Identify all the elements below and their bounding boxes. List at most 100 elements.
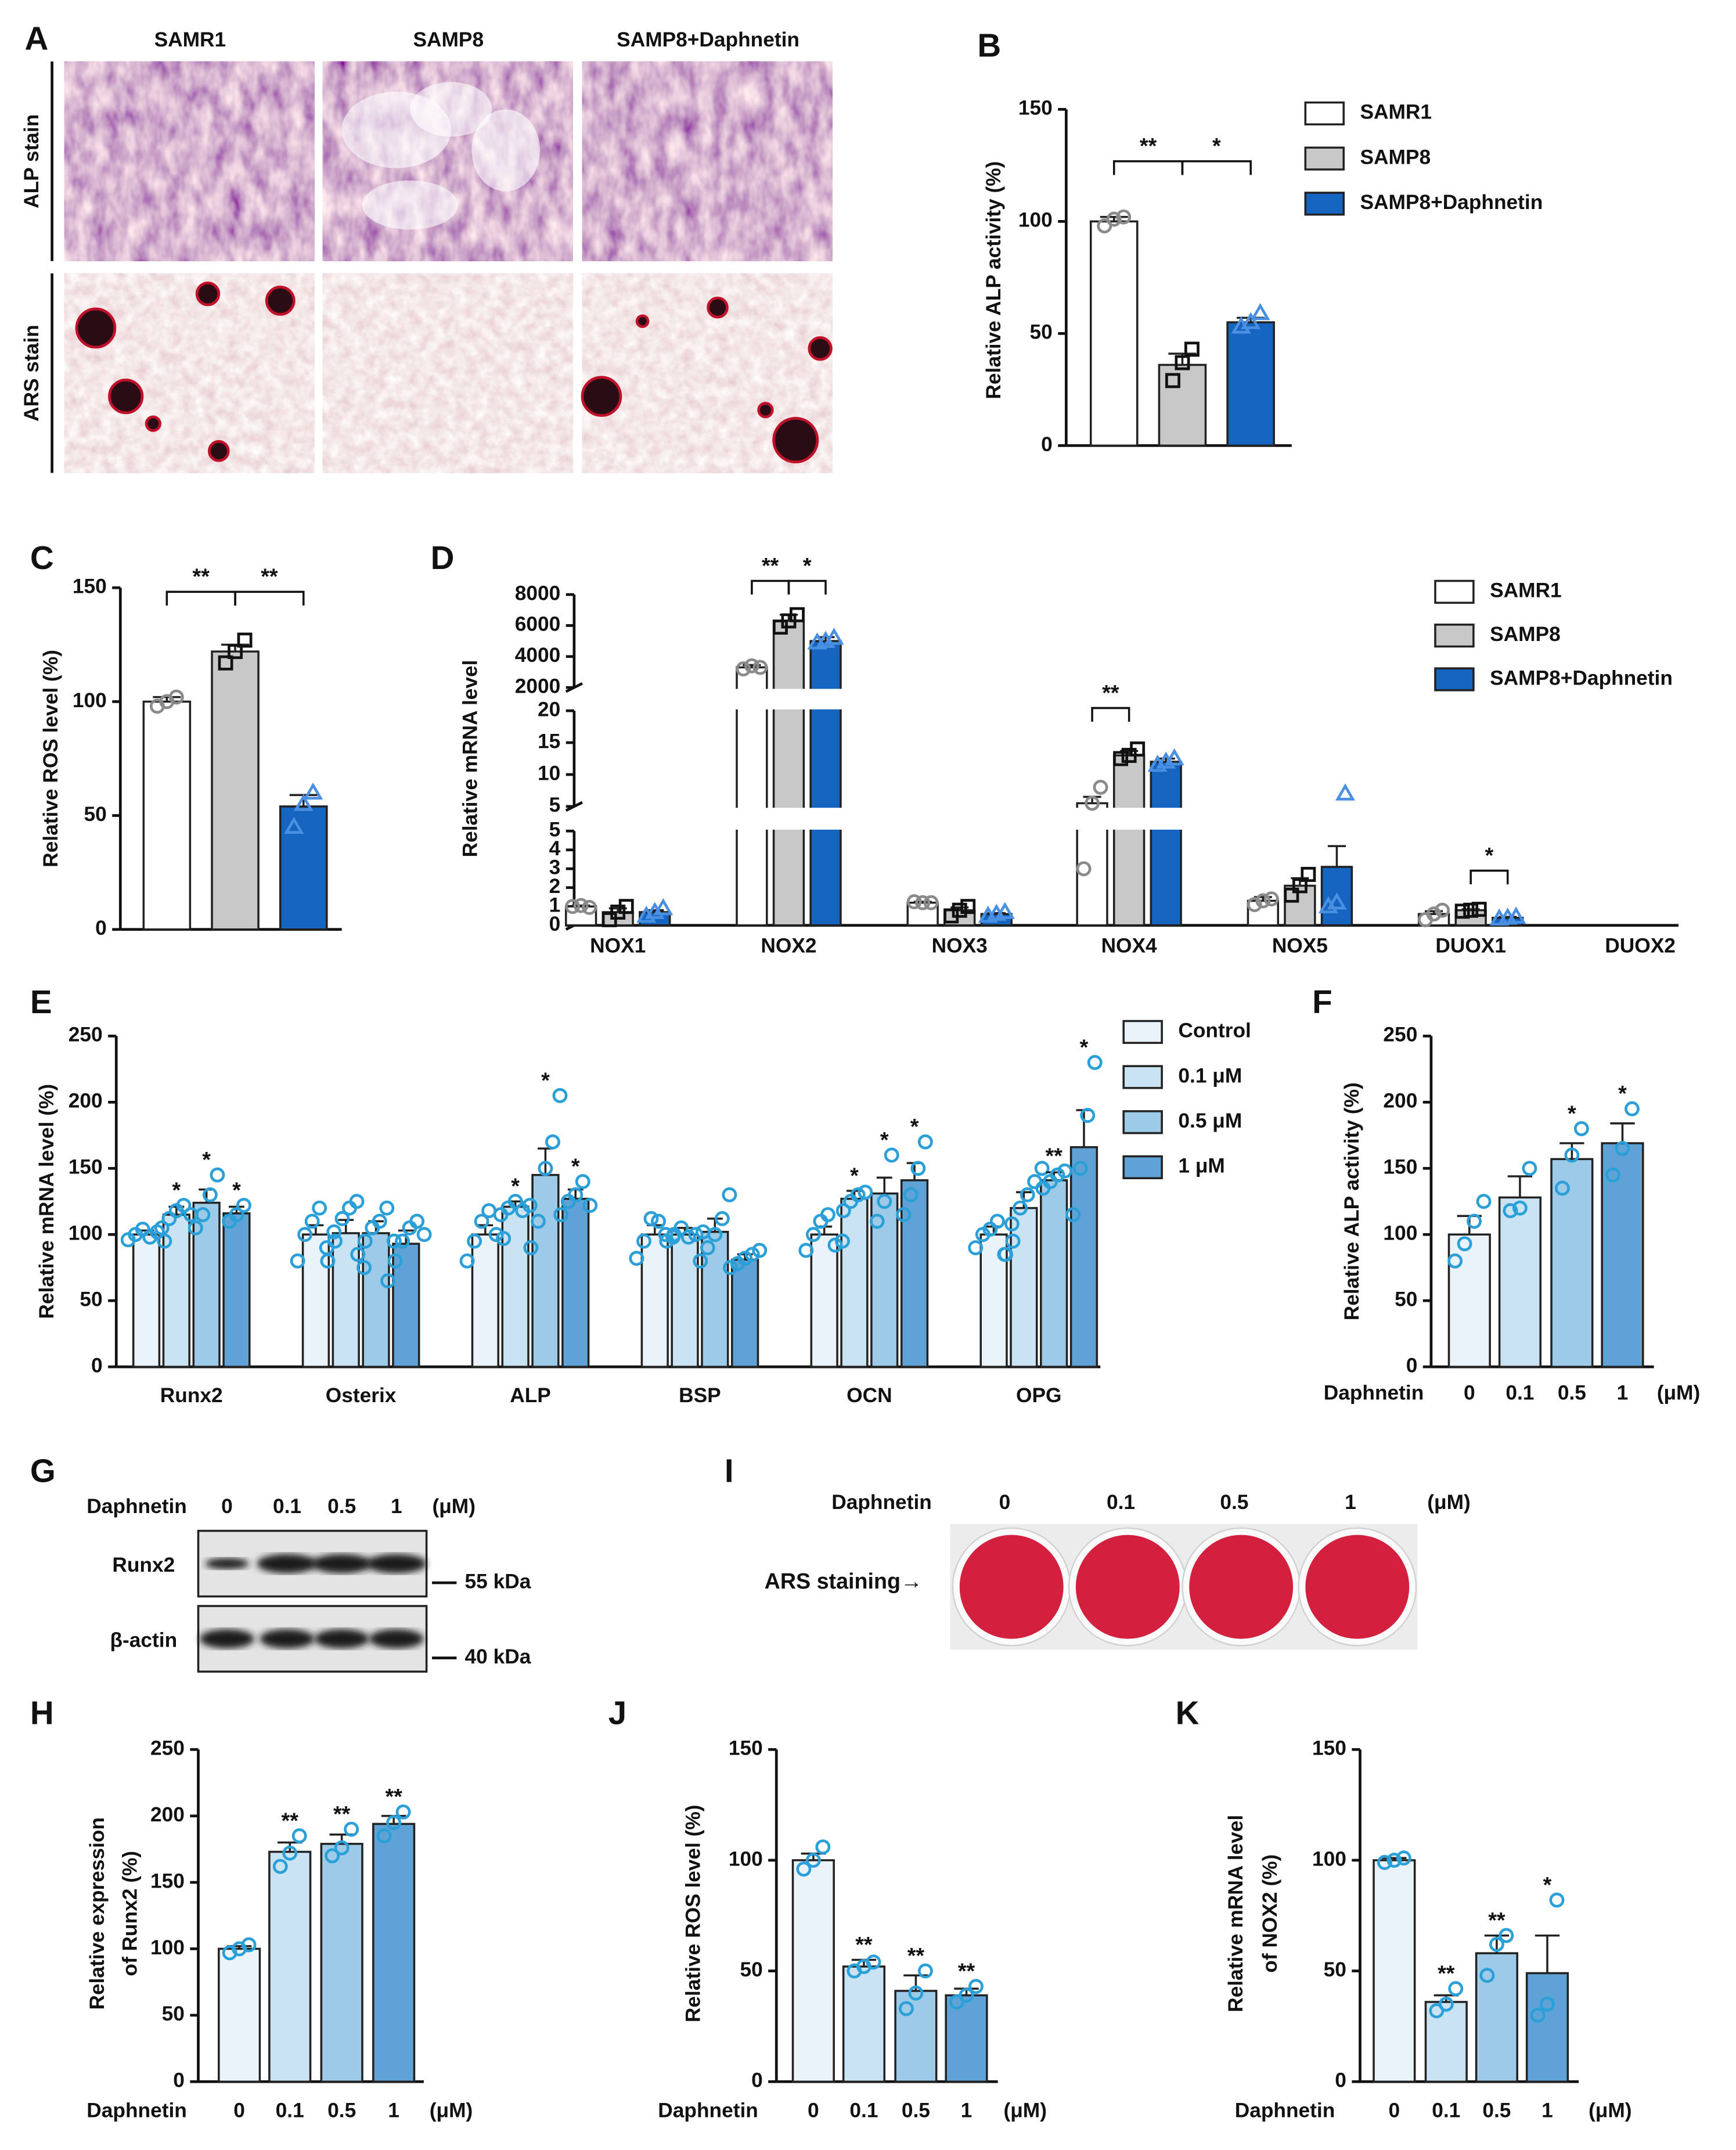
panel-letter: F	[1312, 984, 1332, 1020]
bar	[900, 1179, 929, 1368]
data-point	[168, 689, 184, 705]
bar	[1112, 754, 1146, 927]
significance: *	[910, 1114, 919, 1139]
y-tick-label: 2	[549, 875, 561, 898]
data-point	[658, 1227, 673, 1243]
panel-letter: D	[431, 539, 455, 576]
data-point	[1564, 1147, 1580, 1163]
data-point	[915, 895, 931, 910]
data-point	[157, 1233, 172, 1249]
legend-swatch	[1122, 1020, 1163, 1044]
significance: *	[1485, 843, 1494, 867]
data-point	[1113, 751, 1129, 766]
bar	[701, 1230, 729, 1368]
bar	[1498, 1196, 1541, 1368]
panel-letter: B	[977, 27, 1001, 63]
x-tick-label: 0	[1389, 2099, 1400, 2122]
legend-swatch	[1434, 624, 1475, 648]
data-point	[1164, 748, 1184, 766]
significance: *	[1543, 1872, 1552, 1897]
data-point	[884, 1147, 899, 1163]
bar	[501, 1205, 530, 1368]
data-point	[293, 794, 314, 811]
x-label: Daphnetin	[831, 1491, 932, 1514]
data-point	[908, 1985, 924, 2001]
significance: *	[1080, 1035, 1089, 1059]
y-tick-label: 100	[729, 1848, 763, 1870]
x-tick-label: NOX5	[1272, 935, 1328, 957]
band-label: Runx2	[112, 1554, 175, 1576]
y-tick-label: 100	[150, 1936, 185, 1959]
x-tick-label: OCN	[847, 1384, 892, 1407]
break-gap	[577, 808, 1681, 830]
y-axis-label: Relative ROS level (%)	[39, 650, 62, 867]
data-point	[805, 1852, 821, 1868]
significance: *	[511, 1174, 520, 1198]
significance: *	[571, 1154, 580, 1178]
bar	[392, 1243, 420, 1368]
y-tick-label: 100	[1312, 1848, 1346, 1870]
data-point	[334, 1840, 350, 1856]
data-point	[1426, 906, 1442, 922]
data-point	[1085, 795, 1100, 811]
bar	[332, 1232, 360, 1368]
significance: *	[1618, 1081, 1627, 1105]
y-tick-label: 250	[69, 1024, 103, 1046]
well-label: 1	[1345, 1491, 1356, 1514]
significance: **	[907, 1943, 925, 1968]
data-point	[722, 1187, 737, 1202]
data-point	[523, 1240, 539, 1255]
legend-swatch	[1434, 667, 1475, 692]
data-point	[693, 1253, 708, 1269]
x-tick-label: 1	[1617, 1382, 1629, 1404]
bar	[772, 620, 805, 927]
data-point	[496, 1231, 512, 1247]
panel-letter: K	[1176, 1694, 1200, 1731]
y-tick-label: 0	[1335, 2069, 1346, 2092]
data-point	[1479, 1968, 1495, 1983]
legend-swatch	[1122, 1155, 1163, 1180]
data-point	[1116, 209, 1132, 225]
x-tick-label: 1	[1541, 2099, 1553, 2122]
x-label: Daphnetin	[658, 2099, 758, 2122]
data-point	[344, 1821, 359, 1837]
mineral-nodule	[75, 307, 117, 349]
x-tick-label: 0.5	[902, 2099, 930, 2122]
data-point	[467, 1233, 482, 1249]
data-point	[154, 1220, 170, 1236]
data-point	[1471, 902, 1487, 917]
legend-label: Control	[1178, 1020, 1251, 1042]
data-point	[910, 1161, 926, 1176]
y-tick-label: 200	[150, 1803, 185, 1826]
y-tick-label: 150	[69, 1156, 103, 1179]
data-point	[538, 1161, 553, 1176]
data-point	[1476, 1194, 1492, 1209]
data-point	[1489, 1936, 1504, 1952]
x-unit: (μM)	[1427, 1491, 1471, 1514]
data-point	[680, 1229, 696, 1245]
data-point	[796, 1861, 812, 1877]
bar	[372, 1823, 416, 2083]
data-point	[241, 1937, 257, 1953]
data-point	[1377, 1854, 1392, 1870]
y-tick-label: 50	[80, 1288, 102, 1310]
data-point	[304, 1213, 320, 1229]
x-tick-label: ALP	[510, 1384, 551, 1407]
x-tick-label: 0.1	[276, 2099, 304, 2122]
data-point	[1097, 218, 1112, 234]
data-point	[357, 1233, 373, 1249]
x-label: Daphnetin	[1235, 2099, 1335, 2122]
panel-letter: I	[725, 1453, 734, 1489]
significance: *	[850, 1163, 859, 1187]
mineral-nodule	[581, 376, 622, 417]
bar	[320, 1842, 363, 2083]
data-point	[573, 898, 589, 913]
y-tick-label: 150	[150, 1870, 185, 1892]
data-point	[228, 644, 243, 660]
bar	[279, 805, 328, 931]
data-point	[188, 1220, 203, 1236]
data-point	[752, 1243, 768, 1258]
data-point	[850, 1187, 866, 1202]
data-point	[673, 1220, 689, 1236]
data-point	[380, 1273, 395, 1288]
